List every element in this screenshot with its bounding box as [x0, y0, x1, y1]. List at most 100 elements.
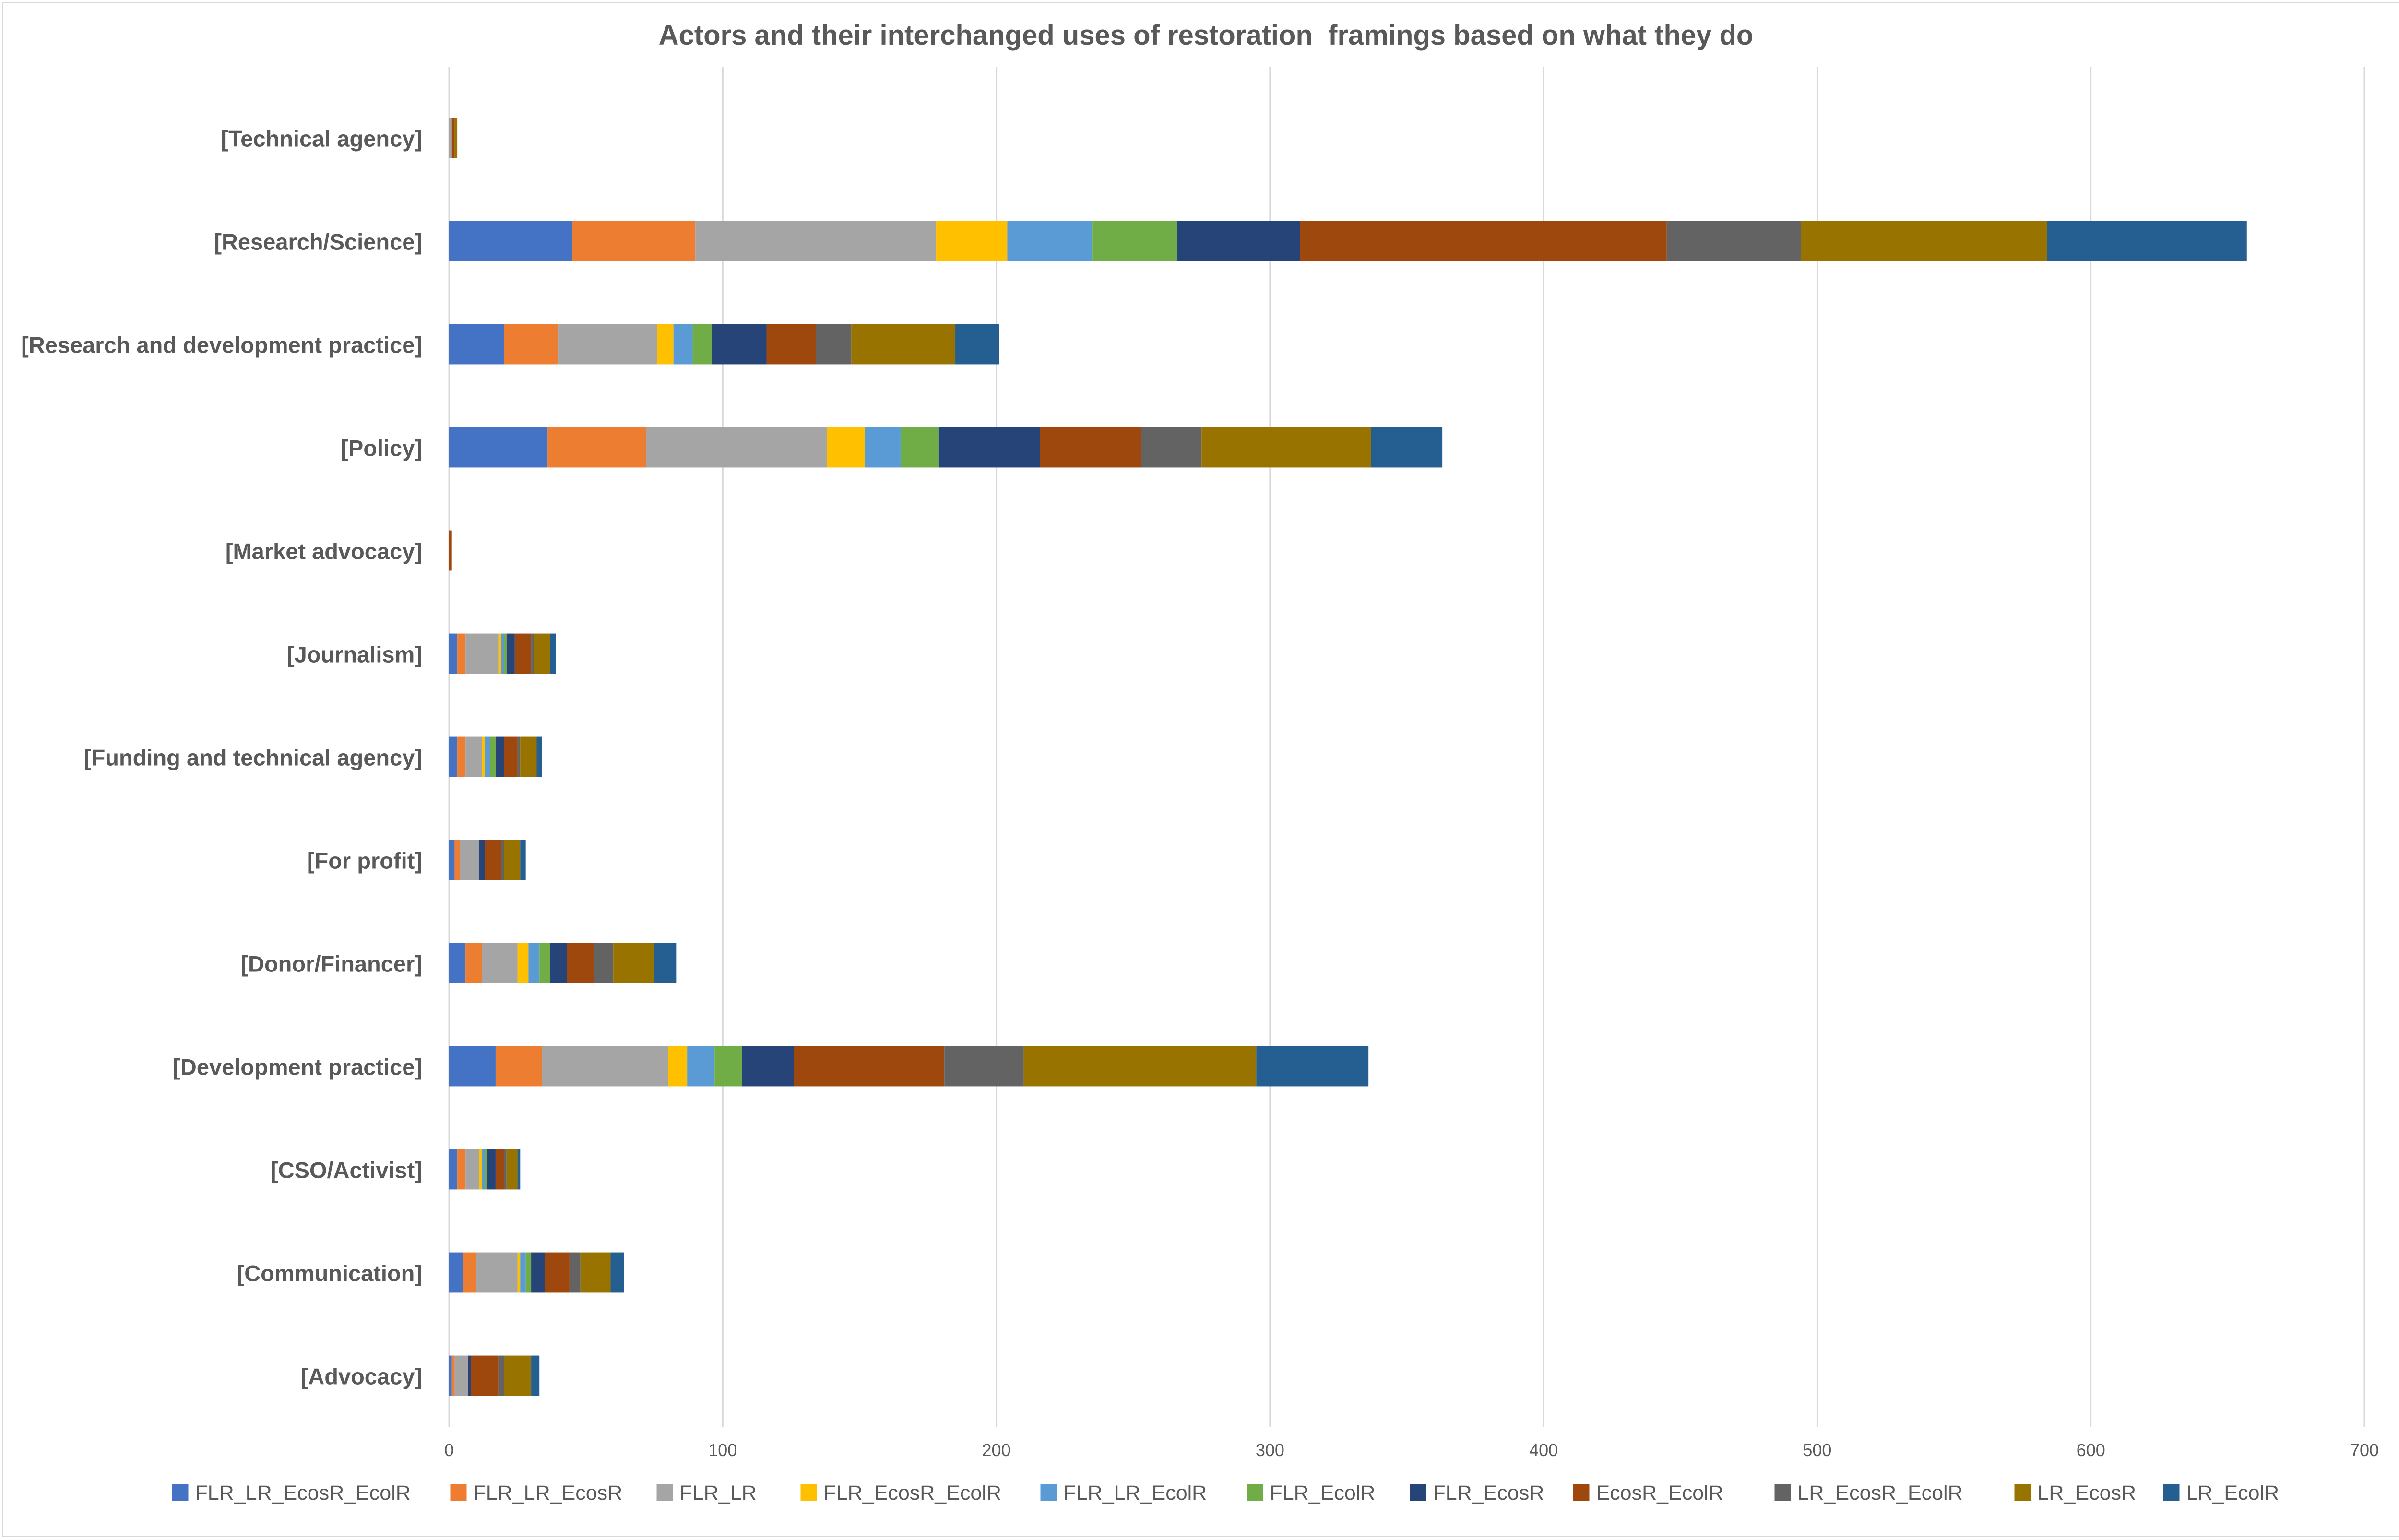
x-tick-label-200: 200 [982, 1440, 1011, 1460]
bar-segment-LR_EcolR-6 [536, 736, 542, 777]
bar-segment-LR_EcosR-7 [504, 840, 521, 880]
bar-segment-EcosR_EcolR-4 [449, 530, 452, 571]
bar-segment-LR_EcosR_EcolR-12 [498, 1355, 504, 1396]
bar-segment-FLR_LR-8 [482, 943, 518, 983]
bar-segment-FLR_EcosR-5 [506, 633, 515, 674]
bar-segment-FLR_LR_EcosR-12 [451, 1355, 455, 1396]
bar-segment-FLR_LR_EcosR-8 [465, 943, 482, 983]
bar-segment-FLR_LR_EcosR_EcolR-6 [449, 736, 458, 777]
x-tick-label-100: 100 [708, 1440, 737, 1460]
bar-segment-FLR_EcosR_EcolR-2 [657, 324, 674, 365]
bar-segment-FLR_LR_EcosR-10 [457, 1149, 466, 1190]
bar-segment-FLR_LR_EcolR-1 [1007, 221, 1093, 261]
bar-segment-FLR_LR_EcosR_EcolR-2 [449, 324, 504, 365]
legend-label-LR_EcolR: LR_EcolR [2186, 1481, 2280, 1504]
bar-segment-LR_EcosR-2 [851, 324, 956, 365]
legend-label-FLR_EcosR_EcolR: FLR_EcosR_EcolR [824, 1481, 1001, 1504]
legend-swatch-EcosR_EcolR [1573, 1484, 1590, 1501]
bar-segment-FLR_EcolR-11 [525, 1252, 532, 1293]
bar-segment-FLR_LR_EcolR-2 [673, 324, 693, 365]
bar-segment-FLR_LR_EcolR-5 [501, 633, 504, 674]
bar-segment-FLR_LR_EcosR_EcolR-9 [449, 1046, 496, 1087]
bar-segment-EcosR_EcolR-12 [471, 1355, 499, 1396]
category-label: [Technical agency] [221, 126, 422, 152]
legend-label-FLR_EcosR: FLR_EcosR [1433, 1481, 1544, 1504]
category-label: [Research and development practice] [21, 332, 422, 358]
bar-segment-FLR_LR-5 [465, 633, 499, 674]
bar-segment-LR_EcosR-8 [613, 943, 654, 983]
bar-segment-LR_EcolR-5 [550, 633, 556, 674]
bar-segment-FLR_EcosR-10 [487, 1149, 496, 1190]
bar-segment-FLR_EcolR-9 [714, 1046, 742, 1087]
bar-segment-FLR_EcolR-1 [1092, 221, 1177, 261]
bar-segment-FLR_EcosR_EcolR-10 [479, 1149, 482, 1190]
legend-swatch-FLR_LR_EcosR_EcolR [172, 1484, 189, 1501]
bar-segment-FLR_LR_EcosR_EcolR-5 [449, 633, 458, 674]
bar-segment-EcosR_EcolR-8 [567, 943, 594, 983]
bar-segment-FLR_LR-0 [449, 118, 452, 158]
bar-segment-FLR_LR-11 [476, 1252, 518, 1293]
bar-segment-FLR_EcosR_EcolR-9 [668, 1046, 688, 1087]
bar-segment-FLR_LR_EcolR-10 [482, 1149, 485, 1190]
bar-segment-FLR_LR-12 [454, 1355, 468, 1396]
x-tick-label-0: 0 [444, 1440, 454, 1460]
bar-segment-EcosR_EcolR-10 [495, 1149, 504, 1190]
bar-segment-EcosR_EcolR-6 [504, 736, 518, 777]
bar-segment-LR_EcosR-3 [1201, 427, 1371, 468]
bar-segment-FLR_LR_EcolR-8 [528, 943, 540, 983]
bar-segment-FLR_EcosR-11 [531, 1252, 545, 1293]
bar-segment-FLR_EcosR-6 [495, 736, 504, 777]
bar-segment-FLR_EcosR-1 [1176, 221, 1300, 261]
x-axis-tick-labels: 0 100 200 300 400 500 600 700 [444, 1440, 2379, 1460]
bar-segment-FLR_LR_EcolR-3 [865, 427, 901, 468]
bar-segment-EcosR_EcolR-2 [766, 324, 816, 365]
legend: FLR_LR_EcosR_EcolR FLR_LR_EcosR FLR_LR FLR_… [172, 1481, 2280, 1504]
bar-segment-LR_EcosR-5 [534, 633, 551, 674]
bar-segment-FLR_EcolR-8 [539, 943, 551, 983]
bar-segment-FLR_EcosR-3 [938, 427, 1040, 468]
bar-segment-FLR_EcosR_EcolR-6 [482, 736, 485, 777]
bar-segment-LR_EcolR-12 [531, 1355, 540, 1396]
legend-label-LR_EcosR_EcolR: LR_EcosR_EcolR [1798, 1481, 1963, 1504]
bar-segment-LR_EcosR_EcolR-3 [1141, 427, 1202, 468]
legend-label-FLR_EcolR: FLR_EcolR [1270, 1481, 1376, 1504]
category-labels: [Technical agency] [Research/Science] [Res… [21, 126, 422, 1389]
bar-segment-LR_EcosR_EcolR-8 [594, 943, 614, 983]
bar-segment-LR_EcosR_EcolR-9 [944, 1046, 1024, 1087]
bar-segment-LR_EcolR-9 [1256, 1046, 1369, 1087]
bar-segment-FLR_LR_EcosR-2 [504, 324, 559, 365]
bar-segment-LR_EcosR_EcolR-2 [816, 324, 852, 365]
bar-segment-LR_EcosR_EcolR-11 [569, 1252, 581, 1293]
bar-segment-FLR_EcolR-5 [504, 633, 507, 674]
legend-swatch-FLR_LR_EcosR [450, 1484, 467, 1501]
bar-segment-LR_EcolR-10 [517, 1149, 521, 1190]
gridlines [448, 67, 2365, 1427]
bar-segment-EcosR_EcolR-0 [451, 118, 455, 158]
legend-label-FLR_LR: FLR_LR [680, 1481, 757, 1504]
bar-segment-LR_EcolR-3 [1371, 427, 1443, 468]
bar-segment-FLR_EcosR_EcolR-1 [936, 221, 1008, 261]
category-label: [Market advocacy] [226, 539, 422, 564]
x-tick-label-600: 600 [2077, 1440, 2105, 1460]
x-tick-label-700: 700 [2350, 1440, 2379, 1460]
legend-label-FLR_LR_EcosR_EcolR: FLR_LR_EcosR_EcolR [195, 1481, 411, 1504]
bar-segment-LR_EcolR-1 [2047, 221, 2247, 261]
bar-segment-FLR_EcosR_EcolR-5 [498, 633, 501, 674]
category-label: [CSO/Activist] [271, 1158, 422, 1183]
bar-segment-FLR_LR_EcosR-11 [463, 1252, 477, 1293]
bar-segment-LR_EcosR_EcolR-1 [1666, 221, 1801, 261]
bar-segment-FLR_LR_EcosR_EcolR-1 [449, 221, 572, 261]
bar-segment-FLR_EcosR_EcolR-3 [826, 427, 865, 468]
bar-segment-FLR_EcosR_EcolR-11 [517, 1252, 521, 1293]
legend-label-EcosR_EcolR: EcosR_EcolR [1596, 1481, 1723, 1504]
bar-segment-EcosR_EcolR-7 [485, 840, 501, 880]
bar-segment-FLR_LR_EcosR-7 [454, 840, 460, 880]
bar-segment-LR_EcosR_EcolR-5 [531, 633, 534, 674]
bar-segment-LR_EcosR-1 [1801, 221, 2047, 261]
bar-segment-FLR_EcolR-2 [692, 324, 712, 365]
category-label: [Journalism] [287, 642, 422, 667]
category-label: [For profit] [307, 848, 422, 874]
bar-segment-FLR_LR_EcolR-11 [520, 1252, 526, 1293]
bar-segment-FLR_EcosR_EcolR-8 [517, 943, 529, 983]
